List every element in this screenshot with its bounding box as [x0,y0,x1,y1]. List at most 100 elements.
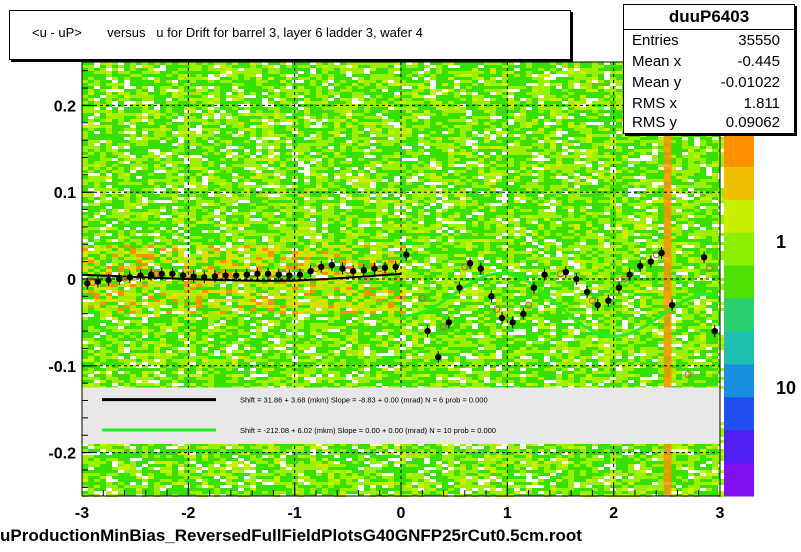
heatmap-cell [406,83,412,86]
heatmap-cell [154,266,160,269]
heatmap-cell [274,293,280,296]
heatmap-cell [88,302,94,305]
heatmap-cell [178,296,184,299]
heatmap-cell [364,365,370,368]
heatmap-cell [226,116,232,119]
heatmap-cell [328,443,334,446]
heatmap-cell [154,371,160,374]
heatmap-cell [190,224,196,227]
heatmap-cell [184,269,190,272]
heatmap-cell [418,161,424,164]
heatmap-cell [214,143,220,146]
heatmap-cell [298,344,304,347]
heatmap-cell [94,335,100,338]
heatmap-cell [88,272,94,275]
heatmap-cell [424,245,430,248]
heatmap-cell [238,350,244,353]
heatmap-cell [292,119,298,122]
heatmap-cell [244,491,250,494]
heatmap-cell [352,137,358,140]
heatmap-cell [124,158,130,161]
heatmap-cell [334,305,340,308]
heatmap-cell [184,233,190,236]
heatmap-cell [172,170,178,173]
heatmap-cell [418,203,424,206]
heatmap-cell [280,263,286,266]
heatmap-cell [400,446,406,449]
heatmap-cell [298,476,304,479]
heatmap-cell [148,377,154,380]
heatmap-cell [406,365,412,368]
heatmap-cell [358,77,364,80]
heatmap-cell [400,194,406,197]
heatmap-cell [100,179,106,182]
heatmap-cell [106,458,112,461]
heatmap-cell [322,101,328,104]
heatmap-cell [112,284,118,287]
heatmap-cell [94,284,100,287]
heatmap-cell [322,254,328,257]
heatmap-cell [136,356,142,359]
heatmap-cell [160,215,166,218]
heatmap-cell [388,335,394,338]
heatmap-cell [160,488,166,491]
heatmap-cell [298,335,304,338]
heatmap-cell [208,221,214,224]
heatmap-cell [400,146,406,149]
heatmap-cell [316,134,322,137]
heatmap-cell [244,149,250,152]
heatmap-cell [346,320,352,323]
heatmap-cell [388,302,394,305]
heatmap-cell [298,317,304,320]
heatmap-cell [232,179,238,182]
heatmap-cell [346,305,352,308]
heatmap-cell [196,128,202,131]
heatmap-cell [418,218,424,221]
heatmap-cell [298,95,304,98]
heatmap-cell [136,218,142,221]
heatmap-cell [376,224,382,227]
heatmap-cell [142,110,148,113]
heatmap-cell [328,86,334,89]
heatmap-cell [118,233,124,236]
heatmap-cell [268,305,274,308]
heatmap-cell [388,269,394,272]
heatmap-cell [376,299,382,302]
heatmap-cell [442,125,448,128]
heatmap-cell [142,341,148,344]
heatmap-cell [82,131,88,134]
heatmap-cell [364,155,370,158]
heatmap-cell [274,218,280,221]
heatmap-cell [82,461,88,464]
heatmap-cell [436,101,442,104]
heatmap-cell [100,125,106,128]
heatmap-cell [334,152,340,155]
heatmap-cell [160,155,166,158]
heatmap-cell [196,242,202,245]
heatmap-cell [418,245,424,248]
heatmap-cell [436,275,442,278]
heatmap-cell [334,128,340,131]
heatmap-cell [358,479,364,482]
heatmap-cell [250,128,256,131]
heatmap-cell [286,254,292,257]
heatmap-cell [298,299,304,302]
heatmap-cell [106,452,112,455]
heatmap-cell [124,347,130,350]
heatmap-cell [316,263,322,266]
heatmap-cell [394,122,400,125]
heatmap-cell [328,65,334,68]
heatmap-cell [220,209,226,212]
heatmap-cell [136,89,142,92]
heatmap-cell [268,185,274,188]
heatmap-cell [394,71,400,74]
heatmap-cell [256,302,262,305]
heatmap-cell [310,338,316,341]
heatmap-cell [370,467,376,470]
heatmap-cell [430,113,436,116]
heatmap-cell [226,65,232,68]
heatmap-cell [400,461,406,464]
heatmap-cell [220,320,226,323]
heatmap-cell [388,482,394,485]
